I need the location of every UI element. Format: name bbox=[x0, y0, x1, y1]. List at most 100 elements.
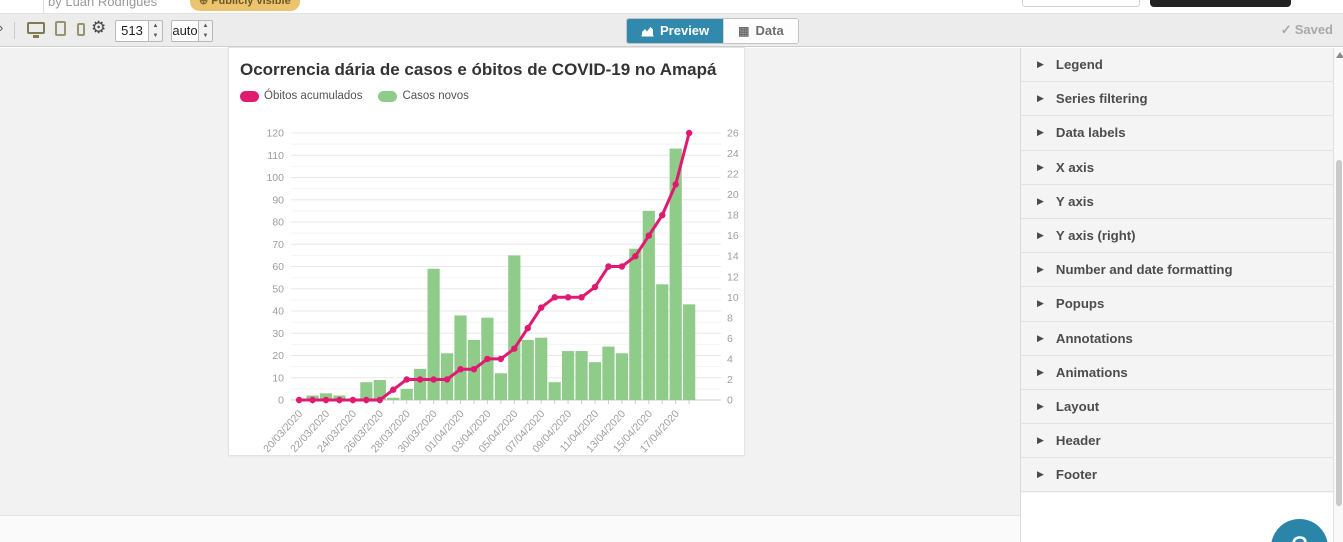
chevron-right-icon: ▶ bbox=[1037, 93, 1044, 104]
preview-height-input[interactable]: auto bbox=[171, 20, 199, 42]
stepper-down-icon[interactable]: ▼ bbox=[202, 33, 209, 39]
line-point[interactable] bbox=[538, 304, 545, 311]
panel-section-label: X axis bbox=[1055, 159, 1095, 175]
bar-casos-novos[interactable] bbox=[454, 315, 467, 400]
y-axis-left-label: 0 bbox=[278, 395, 284, 407]
line-point[interactable] bbox=[511, 345, 518, 352]
stepper-up-icon[interactable]: ▲ bbox=[202, 23, 209, 29]
chart-card: Ocorrencia dária de casos e óbitos de CO… bbox=[228, 47, 745, 456]
line-point[interactable] bbox=[443, 376, 451, 383]
line-point[interactable] bbox=[416, 376, 424, 383]
panel-section-data-labels[interactable]: ▶ Data labels bbox=[1021, 116, 1333, 151]
bar-casos-novos[interactable] bbox=[629, 248, 642, 400]
collapse-arrow-icon[interactable]: » bbox=[0, 20, 3, 35]
line-point[interactable] bbox=[484, 355, 491, 363]
scrollbar[interactable] bbox=[1333, 48, 1343, 542]
panel-section-header[interactable]: ▶ Header bbox=[1021, 424, 1333, 459]
line-point[interactable] bbox=[605, 263, 612, 270]
bar-casos-novos[interactable] bbox=[642, 210, 655, 400]
line-point[interactable] bbox=[403, 376, 410, 383]
bar-casos-novos[interactable] bbox=[508, 255, 521, 400]
bar-casos-novos[interactable] bbox=[387, 397, 400, 400]
bar-casos-novos[interactable] bbox=[615, 353, 628, 400]
panel-section-label: Header bbox=[1055, 433, 1101, 449]
width-stepper[interactable]: ▲ ▼ bbox=[149, 20, 163, 42]
legend-item[interactable]: Casos novos bbox=[378, 90, 469, 102]
bar-casos-novos[interactable] bbox=[494, 373, 507, 400]
line-point[interactable] bbox=[295, 396, 303, 404]
line-point[interactable] bbox=[659, 211, 666, 219]
panel-section-layout[interactable]: ▶ Layout bbox=[1021, 390, 1333, 425]
line-point[interactable] bbox=[645, 232, 652, 239]
tab-preview[interactable]: Preview bbox=[627, 19, 724, 43]
line-point[interactable] bbox=[685, 129, 693, 137]
line-point[interactable] bbox=[390, 386, 397, 393]
panel-section-animations[interactable]: ▶ Animations bbox=[1021, 356, 1333, 390]
height-stepper[interactable]: ▲ ▼ bbox=[199, 20, 213, 42]
phone-preview-icon[interactable] bbox=[77, 23, 85, 36]
bar-casos-novos[interactable] bbox=[319, 393, 333, 400]
bar-casos-novos[interactable] bbox=[588, 362, 602, 400]
panel-section-x-axis[interactable]: ▶ X axis bbox=[1021, 151, 1333, 185]
bar-casos-novos[interactable] bbox=[575, 351, 588, 400]
bar-casos-novos[interactable] bbox=[521, 339, 534, 400]
chevron-right-icon: ▶ bbox=[1037, 332, 1044, 343]
desktop-preview-icon[interactable] bbox=[27, 22, 45, 38]
tab-data[interactable]: ▦ Data bbox=[723, 19, 798, 43]
line-point[interactable] bbox=[524, 324, 531, 332]
bar-casos-novos[interactable] bbox=[535, 337, 548, 400]
scrollbar-thumb[interactable] bbox=[1336, 160, 1342, 506]
stepper-up-icon[interactable]: ▲ bbox=[152, 23, 159, 29]
line-point[interactable] bbox=[551, 294, 558, 301]
panel-section-popups[interactable]: ▶ Popups bbox=[1021, 287, 1333, 322]
line-point[interactable] bbox=[363, 396, 370, 404]
chevron-right-icon: ▶ bbox=[1037, 195, 1044, 206]
line-point[interactable] bbox=[618, 263, 626, 270]
panel-section-legend[interactable]: ▶ Legend bbox=[1021, 48, 1333, 83]
line-point[interactable] bbox=[564, 294, 572, 301]
bar-casos-novos[interactable] bbox=[414, 368, 427, 400]
panel-section-y-axis[interactable]: ▶ Y axis bbox=[1021, 185, 1333, 219]
bar-casos-novos[interactable] bbox=[656, 284, 669, 400]
panel-section-label: Footer bbox=[1055, 467, 1097, 483]
line-point[interactable] bbox=[632, 253, 639, 260]
bar-casos-novos[interactable] bbox=[373, 379, 386, 400]
gear-icon[interactable]: ⚙ bbox=[91, 18, 107, 37]
settings-sections-list: ▶ Legend ▶ Series filtering ▶ Data labels ▶ X a… bbox=[1021, 48, 1333, 493]
line-point[interactable] bbox=[322, 396, 330, 404]
preview-width-input[interactable]: 513 bbox=[115, 20, 149, 42]
bar-casos-novos[interactable] bbox=[548, 382, 561, 400]
stepper-down-icon[interactable]: ▼ bbox=[152, 33, 159, 39]
legend-label: Óbitos acumulados bbox=[264, 90, 363, 102]
line-point[interactable] bbox=[376, 396, 383, 404]
help-button[interactable]: ? bbox=[1271, 519, 1328, 542]
line-point[interactable] bbox=[591, 283, 599, 291]
line-point[interactable] bbox=[349, 396, 357, 404]
bar-casos-novos[interactable] bbox=[669, 148, 682, 400]
panel-section-series-filtering[interactable]: ▶ Series filtering bbox=[1021, 82, 1333, 117]
line-point[interactable] bbox=[672, 181, 679, 188]
visibility-badge[interactable]: ⊕ Publicly visible bbox=[190, 0, 300, 11]
tablet-preview-icon[interactable] bbox=[55, 21, 66, 36]
panel-section-y-axis-right-[interactable]: ▶ Y axis (right) bbox=[1021, 219, 1333, 254]
line-point[interactable] bbox=[457, 365, 464, 373]
line-point[interactable] bbox=[470, 365, 478, 373]
bar-casos-novos[interactable] bbox=[400, 388, 413, 400]
panel-section-footer[interactable]: ▶ Footer bbox=[1021, 458, 1333, 493]
line-point[interactable] bbox=[497, 355, 505, 363]
panel-section-number-and-date-formatting[interactable]: ▶ Number and date formatting bbox=[1021, 253, 1333, 288]
export-publish-button-partial[interactable] bbox=[1150, 0, 1291, 7]
line-point[interactable] bbox=[430, 376, 437, 383]
bar-casos-novos[interactable] bbox=[360, 382, 373, 400]
scroll-up-arrow-icon[interactable] bbox=[1336, 52, 1343, 58]
bar-casos-novos[interactable] bbox=[602, 346, 615, 400]
panel-section-annotations[interactable]: ▶ Annotations bbox=[1021, 322, 1333, 356]
bar-casos-novos[interactable] bbox=[427, 268, 440, 400]
bar-casos-novos[interactable] bbox=[562, 351, 575, 400]
legend-item[interactable]: Óbitos acumulados bbox=[240, 90, 362, 102]
line-point[interactable] bbox=[309, 396, 316, 404]
bar-casos-novos[interactable] bbox=[683, 304, 696, 400]
line-point[interactable] bbox=[336, 396, 343, 404]
line-point[interactable] bbox=[578, 294, 585, 301]
project-title-input-partial[interactable] bbox=[1022, 0, 1140, 7]
